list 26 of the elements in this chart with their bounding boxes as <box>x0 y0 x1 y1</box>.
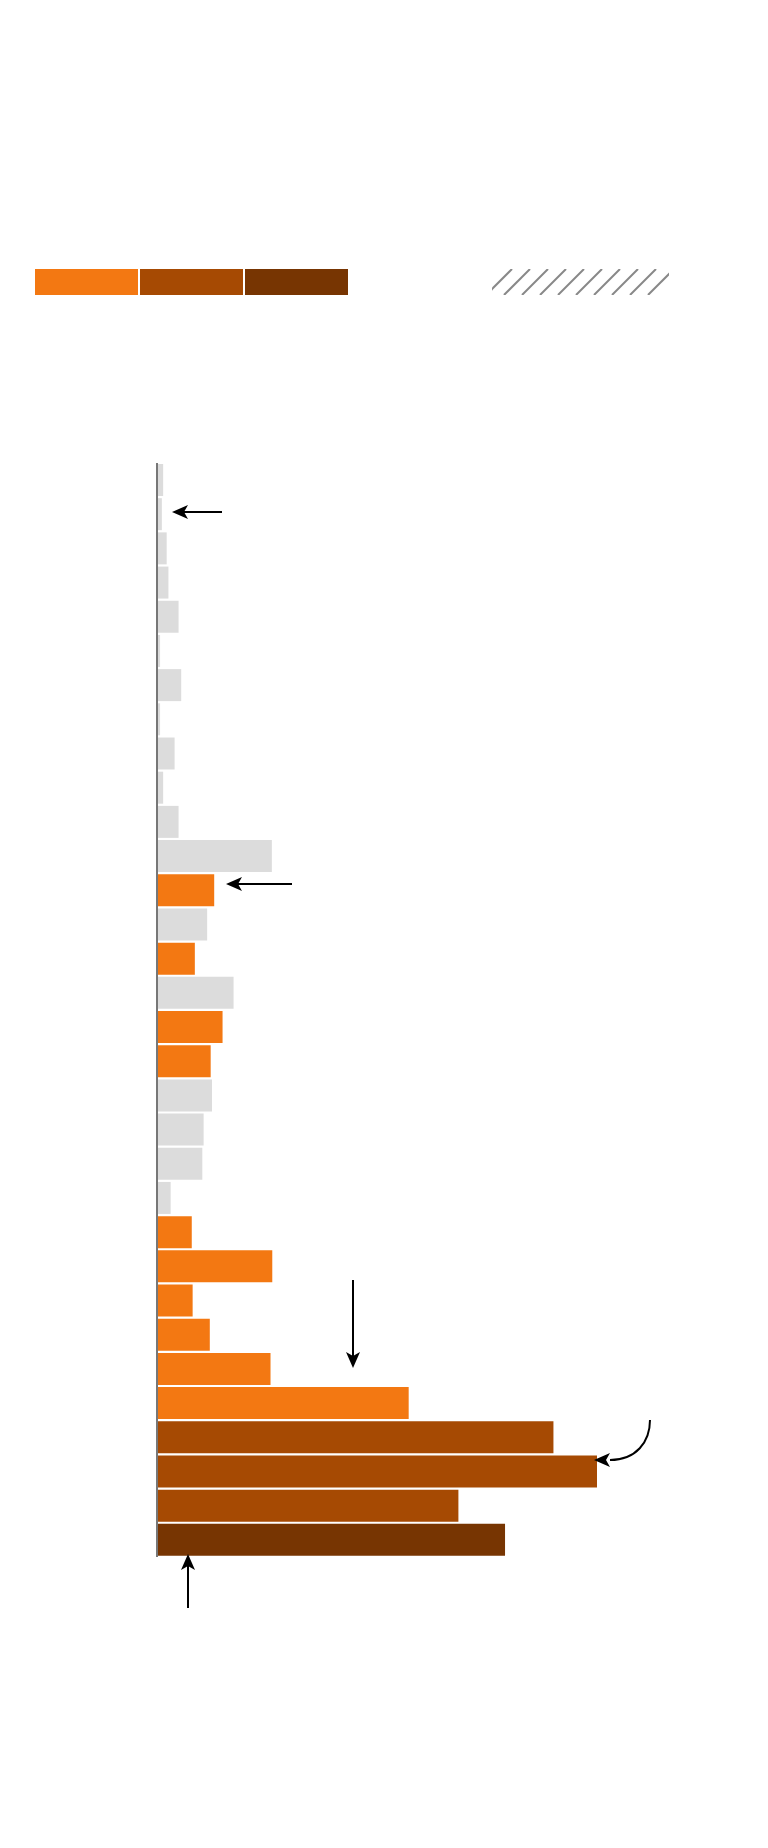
bar <box>157 737 175 770</box>
bar <box>157 1421 554 1454</box>
bar <box>157 976 234 1009</box>
bar <box>157 1147 203 1180</box>
bar <box>157 1318 210 1351</box>
bar <box>157 1181 171 1214</box>
bar <box>157 908 208 941</box>
bar <box>157 942 195 975</box>
bar <box>157 1352 271 1385</box>
bar <box>157 1387 409 1420</box>
bar <box>157 1113 204 1146</box>
bar <box>157 1079 212 1112</box>
bar <box>157 1523 506 1556</box>
bar <box>157 805 179 838</box>
bar <box>157 669 182 702</box>
bar <box>157 600 179 633</box>
bar <box>157 874 215 907</box>
bar <box>157 1045 211 1078</box>
bar <box>157 532 167 565</box>
bar <box>157 1216 192 1249</box>
bar <box>157 1455 597 1488</box>
bar <box>157 840 272 873</box>
bar <box>157 1284 193 1317</box>
bar <box>157 1250 273 1283</box>
bar <box>157 1489 459 1522</box>
bar <box>157 1011 223 1043</box>
